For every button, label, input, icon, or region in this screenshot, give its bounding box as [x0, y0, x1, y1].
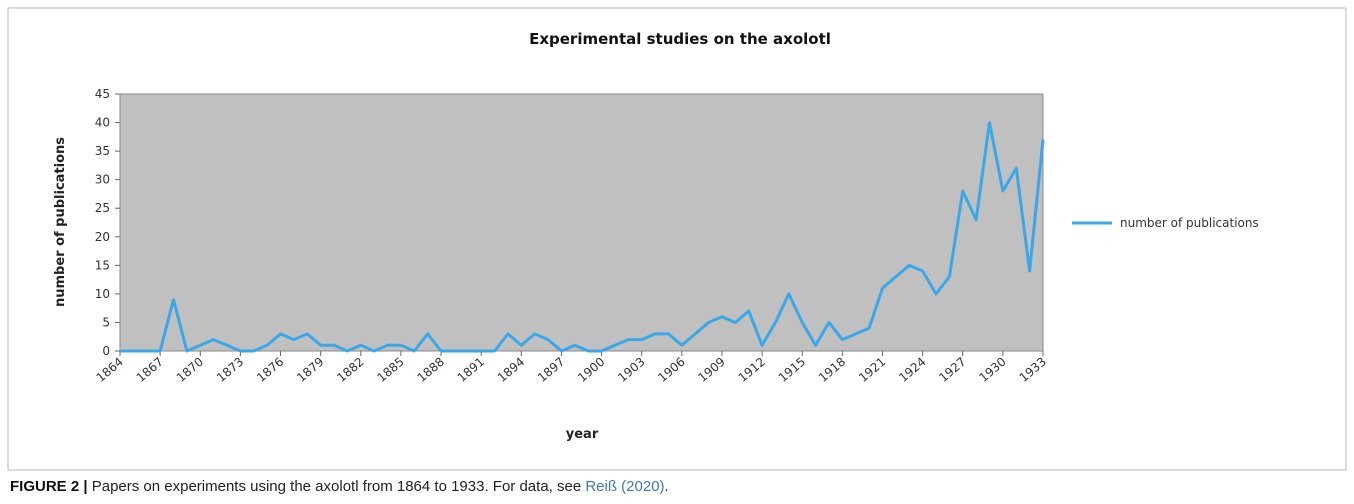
- caption-text: Papers on experiments using the axolotl …: [91, 478, 586, 495]
- y-tick-label: 5: [102, 315, 110, 329]
- y-tick-label: 15: [95, 258, 110, 272]
- y-axis-label: number of publications: [53, 137, 68, 307]
- y-tick-label: 10: [95, 287, 110, 301]
- line: [120, 121, 1045, 353]
- legend-label: number of publications: [1120, 216, 1259, 230]
- caption-label: FIGURE 2 |: [10, 478, 88, 495]
- plot-area: [119, 93, 1044, 352]
- x-axis-label: year: [566, 427, 599, 442]
- y-tick-label: 30: [95, 173, 110, 187]
- y-tick-label: 25: [95, 201, 110, 215]
- y-tick-label: 40: [95, 116, 110, 130]
- y-tick-label: 20: [95, 230, 110, 244]
- chart: Experimental studies on the axolotl year…: [7, 7, 1347, 471]
- y-tick-label: 35: [95, 144, 110, 158]
- caption-end: .: [664, 478, 669, 495]
- y-tick-label: 45: [95, 87, 110, 101]
- caption-link[interactable]: Reiß (2020): [585, 478, 665, 495]
- y-tick-label: 0: [102, 344, 110, 358]
- caption: FIGURE 2 | Papers on experiments using t…: [10, 478, 669, 495]
- chart-title: Experimental studies on the axolotl: [529, 30, 831, 48]
